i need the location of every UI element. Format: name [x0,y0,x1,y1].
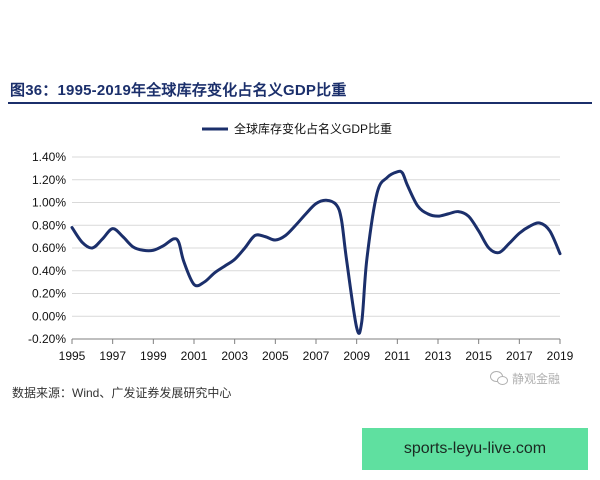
wechat-icon [490,371,508,385]
x-tick-label: 2005 [262,349,289,363]
y-tick-label: 1.00% [32,196,66,210]
x-tick-label: 1999 [140,349,167,363]
y-tick-label: 0.00% [32,309,66,323]
legend-label: 全球库存变化占名义GDP比重 [234,121,392,136]
y-tick-label: 1.40% [32,150,66,164]
y-tick-label: 1.20% [32,173,66,187]
x-tick-label: 2011 [384,349,410,363]
y-tick-label: 0.20% [32,287,66,301]
x-tick-label: 2009 [343,349,370,363]
watermark: 静观金融 [490,368,590,388]
x-tick-label: 2007 [303,349,330,363]
watermark-text: 静观金融 [512,371,561,386]
x-tick-label: 2015 [465,349,492,363]
figure-title: 图36：1995-2019年全球库存变化占名义GDP比重 [10,82,347,99]
figure-title-bar: 图36：1995-2019年全球库存变化占名义GDP比重 [8,76,592,104]
site-banner[interactable]: sports-leyu-live.com [362,428,588,470]
y-tick-label: -0.20% [28,332,66,346]
source-note: 数据来源：Wind、广发证券发展研究中心 [12,386,232,400]
x-tick-label: 2003 [221,349,248,363]
x-tick-label: 2013 [425,349,452,363]
x-tick-label: 2017 [506,349,533,363]
x-tick-label: 2019 [547,349,574,363]
y-tick-label: 0.40% [32,264,66,278]
y-tick-label: 0.60% [32,241,66,255]
series-line [70,169,562,335]
x-tick-label: 1997 [99,349,126,363]
x-tick-label: 1995 [59,349,86,363]
y-tick-label: 0.80% [32,218,66,232]
x-tick-label: 2001 [181,349,208,363]
